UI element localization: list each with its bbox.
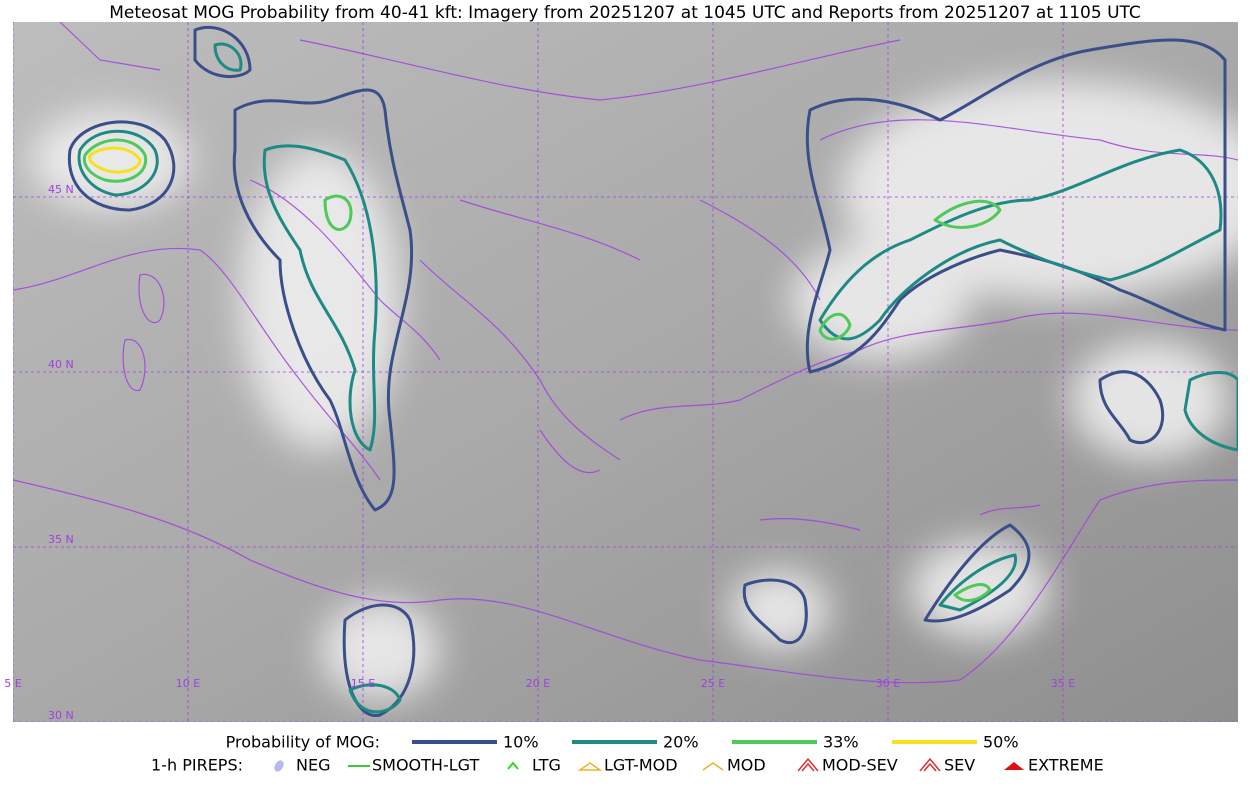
contour xyxy=(933,199,1002,229)
legend-icon xyxy=(274,760,284,772)
contour xyxy=(923,523,1031,623)
legend-label: SMOOTH-LGT xyxy=(372,756,479,775)
longitude-label: 15 E xyxy=(351,677,375,690)
legend-label: MOD-SEV xyxy=(822,756,898,775)
contour xyxy=(67,120,176,212)
contour xyxy=(82,138,148,183)
legend-label: 33% xyxy=(823,733,859,752)
legend-label: SEV xyxy=(944,756,975,775)
legend-label: 20% xyxy=(663,733,699,752)
longitude-label: 20 E xyxy=(526,677,550,690)
map xyxy=(13,22,1238,722)
contour xyxy=(938,553,1017,612)
contour xyxy=(1098,370,1165,445)
legend-icon xyxy=(702,762,724,771)
legend-label: 10% xyxy=(503,733,539,752)
legend-title: 1-h PIREPS: xyxy=(151,756,243,775)
legend-label: NEG xyxy=(296,756,330,775)
latitude-label: 35 N xyxy=(48,533,74,546)
legend-title: Probability of MOG: xyxy=(226,733,380,752)
contour xyxy=(77,129,159,197)
contour xyxy=(348,683,402,714)
contour xyxy=(742,578,808,644)
legend-icon xyxy=(577,762,603,771)
legend: Probability of MOG: 10% 20% 33% 50% 1-h PIREP… xyxy=(151,733,1104,775)
longitude-label: 5 E xyxy=(4,677,21,690)
contour xyxy=(213,42,243,72)
legend-label: MOD xyxy=(727,756,766,775)
legend-label: LTG xyxy=(532,756,561,775)
legend-icon xyxy=(797,757,819,772)
legend-label: EXTREME xyxy=(1028,756,1104,775)
coastlines xyxy=(13,22,1238,684)
legend-icon xyxy=(919,757,941,772)
contour xyxy=(323,194,353,231)
contour xyxy=(1183,371,1238,452)
legend-label: LGT-MOD xyxy=(604,756,678,775)
contour xyxy=(953,583,992,602)
latitude-label: 45 N xyxy=(48,183,74,196)
legend-icon xyxy=(507,761,519,770)
graticule xyxy=(13,22,1238,722)
longitude-label: 10 E xyxy=(176,677,200,690)
longitude-label: 35 E xyxy=(1051,677,1075,690)
contour xyxy=(88,146,142,174)
axis-labels: 45 N 40 N 35 N 30 N 5 E 10 E 15 E 20 E 25 E 30 E 3… xyxy=(4,183,1075,722)
legend-label: 50% xyxy=(983,733,1019,752)
probability-contours xyxy=(67,25,1238,718)
contour xyxy=(232,88,414,512)
longitude-label: 30 E xyxy=(876,677,900,690)
legend-icon xyxy=(1004,762,1024,770)
latitude-label: 30 N xyxy=(48,709,74,722)
contour xyxy=(818,312,852,341)
longitude-label: 25 E xyxy=(701,677,725,690)
latitude-label: 40 N xyxy=(48,358,74,371)
title: Meteosat MOG Probability from 40-41 kft:… xyxy=(109,3,1141,23)
contour xyxy=(262,144,378,452)
contour xyxy=(193,25,252,79)
